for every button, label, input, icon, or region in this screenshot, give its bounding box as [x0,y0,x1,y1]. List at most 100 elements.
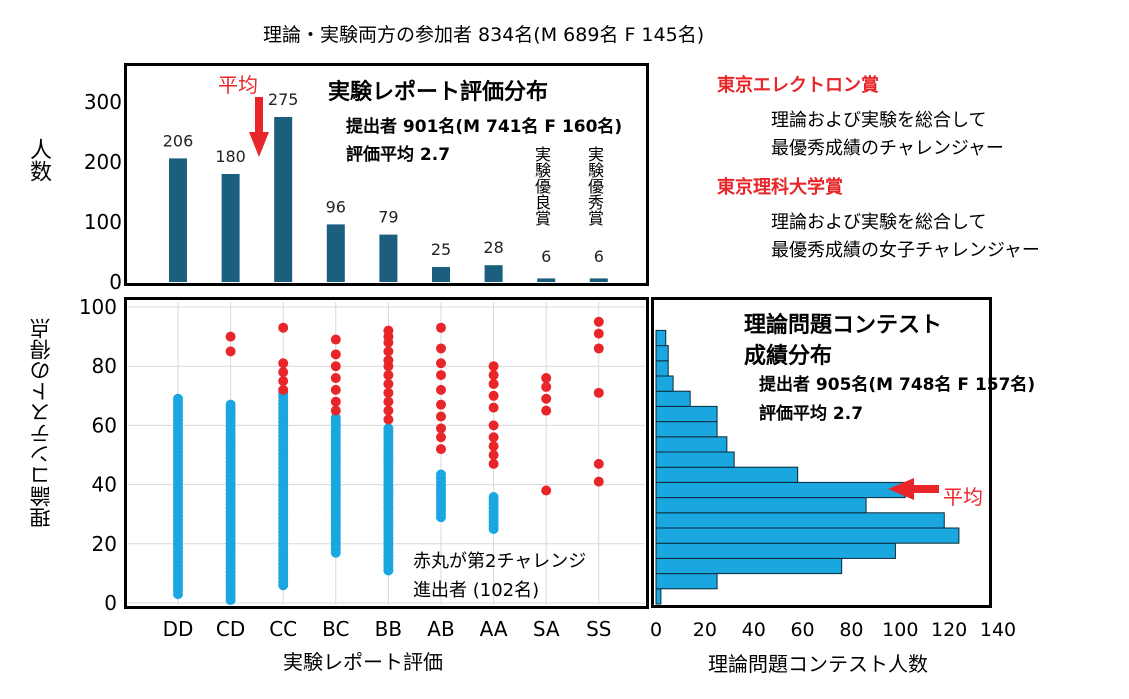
scatter-x-tick: AA [480,617,508,641]
histogram-bar [655,390,691,407]
scatter-point-blue [383,423,394,434]
scatter-point-red [541,393,552,404]
award-1-name: 東京エレクトロン賞 [717,75,879,96]
histogram-bar [655,527,960,544]
scatter-point-red [383,346,394,357]
scatter-point-red [330,373,341,384]
scatter-y-tick: 80 [92,354,117,378]
theory-chart-frame [651,297,992,608]
scatter-point-red [330,349,341,360]
report-bar [379,234,398,282]
scatter-point-red [488,441,499,452]
scatter-point-red [541,373,552,384]
award-2-desc-line1: 理論および実験を総合して [771,212,987,233]
scatter-point-red [383,361,394,372]
scatter-point-red [278,322,289,333]
report-bar-value-label: 6 [541,247,551,266]
histogram-bar [655,497,867,514]
scatter-point-blue [173,393,183,404]
histogram-x-tick: 80 [839,619,863,641]
scatter-point-red [436,343,446,354]
scatter-point-red [436,358,446,369]
scatter-y-tick: 20 [92,532,117,556]
histogram-bar [655,542,896,559]
histogram-x-tick: 100 [882,619,918,641]
scatter-point-red [383,370,394,381]
histogram-bar [655,329,667,347]
scatter-point-red [436,370,446,381]
scatter-point-red [541,381,552,392]
scatter-x-tick: DD [163,617,194,641]
report-mean-arrow-shaft [255,97,263,133]
report-bar [589,278,608,282]
report-bar-value-label: 206 [163,131,194,150]
histogram-x-tick: 140 [980,619,1016,641]
scatter-point-red [436,423,446,434]
report-bar-value-label: 275 [268,90,299,109]
histogram-bar [655,512,945,529]
scatter-point-red [593,476,604,487]
scatter-point-red [488,450,499,460]
scatter-point-red [330,396,341,407]
histogram-bar [655,375,674,392]
histogram-bar [655,588,662,605]
scatter-point-red [278,384,289,395]
report-bar-value-label: 6 [594,247,604,266]
scatter-point-red [383,337,394,348]
histogram-bar [655,451,735,468]
scatter-point-red [436,411,446,422]
theory-chart-stat-mean: 評価平均 2.7 [759,404,864,424]
award-label-ss: 実験優秀賞 [585,146,604,226]
histogram-x-tick: 20 [693,619,717,641]
scatter-point-red [278,367,289,378]
scatter-point-red [330,361,341,372]
report-bar [221,174,240,282]
report-bar [326,224,345,282]
scatter-point-red [593,343,604,354]
scatter-point-red [488,432,499,443]
theory-mean-arrow-shaft [913,485,939,493]
report-bar [274,117,293,282]
theory-x-axis-label: 理論問題コンテスト人数 [708,652,928,676]
scatter-point-red [541,405,552,416]
theory-chart-title-line2: 成績分布 [744,344,833,369]
scatter-point-red [436,384,446,395]
histogram-bar [655,573,718,590]
histogram-bar [655,557,843,575]
histogram-bar [655,466,799,483]
scatter-x-tick: BB [375,617,402,641]
scatter-point-red [383,414,394,425]
histogram-bar [655,345,669,362]
report-bar-value-label: 96 [326,197,346,216]
scatter-point-blue [436,469,446,480]
report-y-axis-label: 人数 [26,138,51,182]
scatter-point-red [225,331,236,342]
scatter-point-blue [488,492,499,503]
report-bar [432,267,450,282]
award-1-desc-line1: 理論および実験を総合して [771,110,987,131]
report-mean-label: 平均 [218,73,258,97]
report-bar-value-label: 79 [378,208,398,227]
scatter-point-red [436,322,446,333]
report-chart-stat-submitters: 提出者 901名(M 741名 F 160名) [346,117,623,137]
award-2-desc-line2: 最優秀成績の女子チャレンジャー [771,240,1040,261]
scatter-point-red [593,387,604,398]
scatter-point-blue [225,399,236,410]
scatter-point-red [383,396,394,407]
theory-chart-title-line1: 理論問題コンテスト [744,313,943,338]
scatter-point-red [593,458,604,469]
scatter-point-red [278,376,289,386]
scatter-x-tick: SA [533,617,560,641]
scatter-x-tick: CC [269,617,297,641]
scatter-note-line1: 赤丸が第2チャレンジ [413,551,587,572]
scatter-chart-frame [124,297,649,609]
report-chart-stat-mean: 評価平均 2.7 [346,145,451,165]
report-bar-value-label: 28 [483,238,503,257]
scatter-point-red [593,328,604,339]
scatter-point-red [330,405,341,416]
report-bar-value-label: 25 [431,240,451,259]
scatter-point-red [488,458,499,469]
